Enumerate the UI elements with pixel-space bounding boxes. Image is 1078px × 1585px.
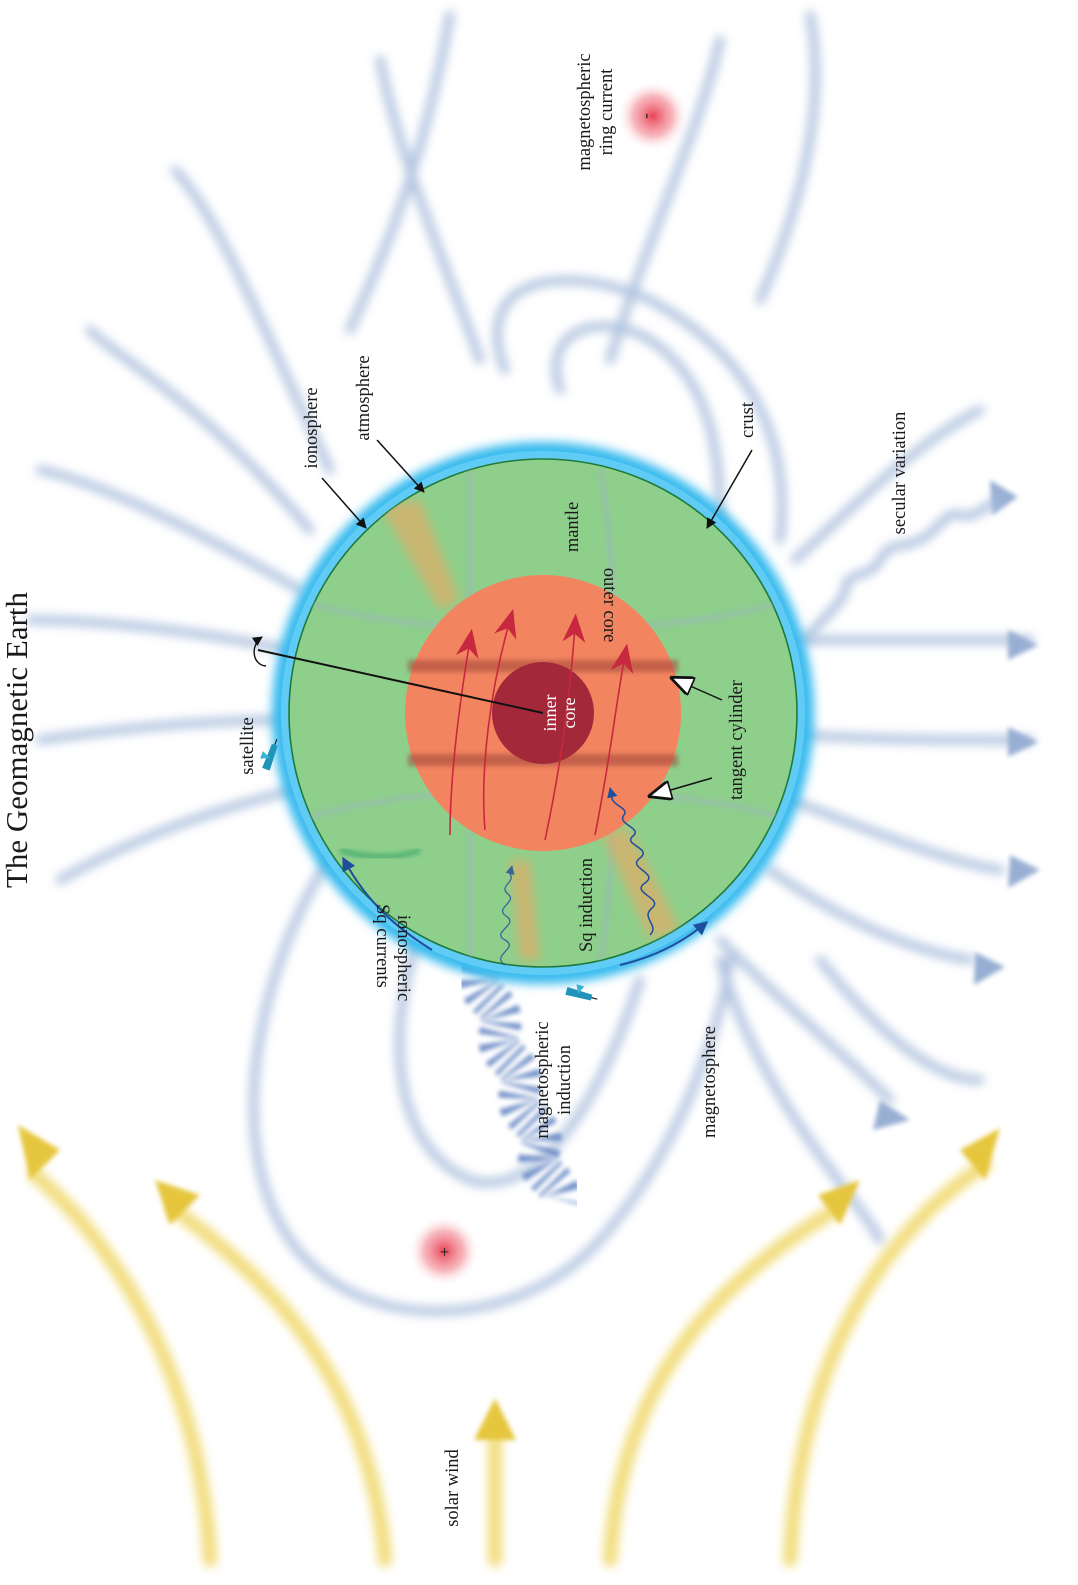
label-ionosphere: ionosphere bbox=[302, 387, 322, 468]
label-crust: crust bbox=[738, 401, 758, 438]
rotation-axis bbox=[257, 649, 544, 714]
label-ring-current-1: magnetospheric bbox=[575, 53, 595, 170]
label-tangent-cylinder: tangent cylinder bbox=[727, 680, 747, 800]
label-outer-core: outer core bbox=[599, 568, 619, 642]
satellite-icon bbox=[260, 739, 278, 771]
label-magnetospheric-induction-1: magnetospheric bbox=[533, 1021, 553, 1138]
label-solar-wind: solar wind bbox=[443, 1448, 463, 1526]
ring-current-plus-sign: + bbox=[435, 1247, 454, 1257]
label-ionospheric-2: Sq currents bbox=[372, 904, 392, 988]
ring-current-minus-sign: - bbox=[636, 113, 655, 119]
solar-wind-arrowheads bbox=[18, 1125, 1000, 1440]
label-sq-induction: Sq induction bbox=[577, 858, 597, 952]
ionospheric-sq-current-arrow bbox=[342, 856, 433, 951]
satellite-icon-2 bbox=[565, 984, 598, 1001]
ionosphere-leader bbox=[321, 477, 367, 529]
label-magnetospheric-induction-2: induction bbox=[555, 1045, 575, 1115]
rotation-arrow-icon bbox=[251, 636, 267, 667]
secular-variation-line bbox=[801, 496, 1002, 643]
title: The Geomagnetic Earth bbox=[0, 591, 34, 888]
core-flow-lines bbox=[449, 608, 634, 841]
label-ionospheric-1: ionospheric bbox=[393, 915, 413, 1001]
sq-induction-wave bbox=[607, 786, 656, 936]
atmosphere-leader bbox=[376, 439, 425, 493]
ring-current-minus-blob bbox=[617, 80, 689, 152]
label-inner-core-2: core bbox=[559, 698, 579, 729]
label-mantle: mantle bbox=[563, 502, 583, 552]
label-secular-variation: secular variation bbox=[890, 412, 910, 535]
label-inner-core-1: inner bbox=[540, 695, 560, 732]
sq-current-lower-arrow bbox=[619, 921, 709, 966]
label-ring-current-2: ring current bbox=[597, 68, 617, 156]
crust-leader bbox=[706, 449, 753, 529]
magnetic-field-lines bbox=[25, 10, 1035, 1316]
magnetospheric-induction-inner-wave bbox=[500, 865, 515, 966]
label-magnetosphere: magnetosphere bbox=[700, 1026, 720, 1138]
label-satellite: satellite bbox=[238, 717, 258, 775]
earth bbox=[251, 442, 814, 984]
label-atmosphere: atmosphere bbox=[354, 355, 374, 440]
solar-wind-streams bbox=[28, 1158, 992, 1567]
tangent-cylinder-leader-2 bbox=[650, 777, 713, 796]
tangent-cylinder-leader-1 bbox=[672, 678, 723, 701]
ring-current-plus-blob bbox=[408, 1215, 480, 1287]
field-line-arrows bbox=[873, 480, 1040, 1130]
